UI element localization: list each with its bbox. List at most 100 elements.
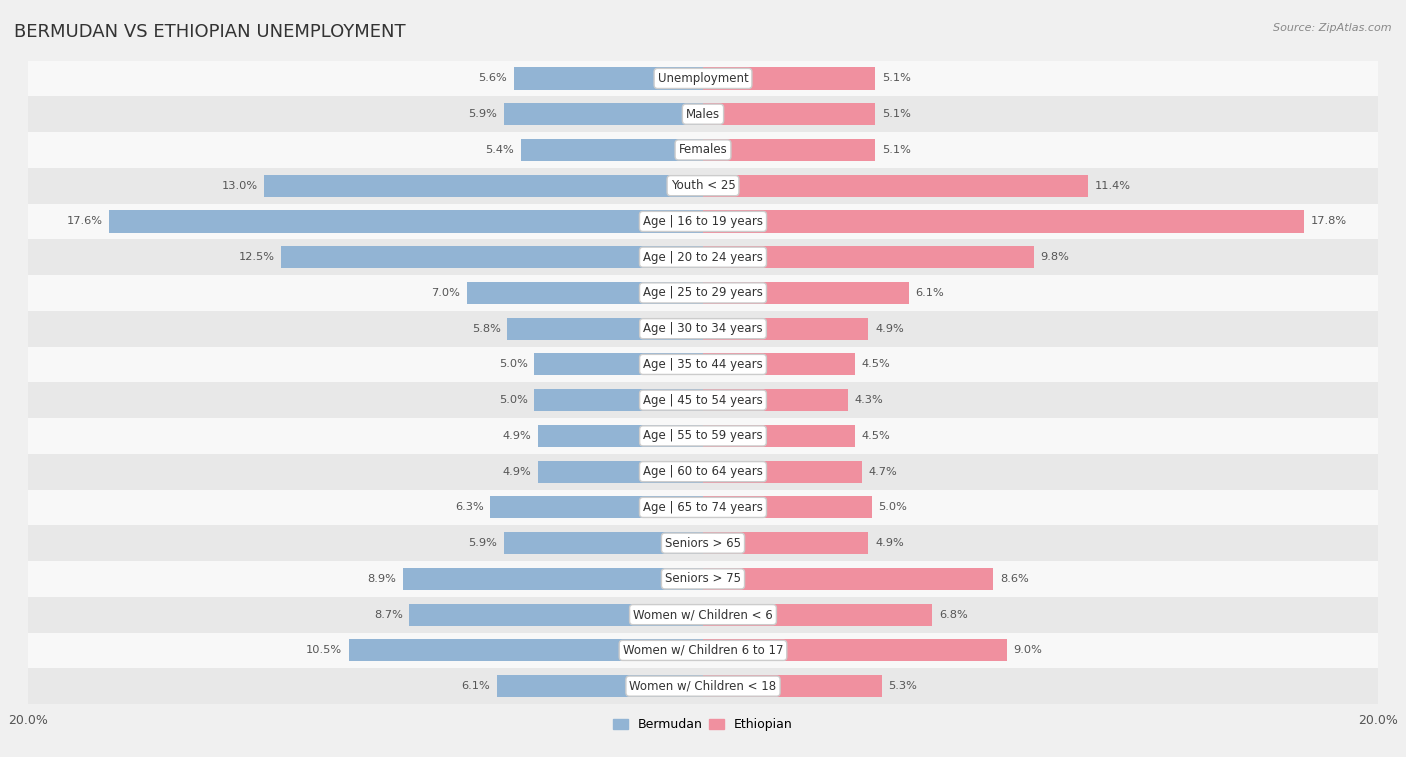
Bar [703,497,872,519]
Bar [28,61,1378,96]
Bar [28,382,1378,418]
Bar [28,525,1378,561]
Bar [703,246,1033,268]
Text: Unemployment: Unemployment [658,72,748,85]
Text: 7.0%: 7.0% [432,288,460,298]
Text: Women w/ Children < 6: Women w/ Children < 6 [633,608,773,621]
Bar [703,568,993,590]
Bar [110,210,703,232]
Text: 12.5%: 12.5% [239,252,274,262]
Text: 6.3%: 6.3% [456,503,484,512]
Text: 5.6%: 5.6% [478,73,508,83]
Text: 8.9%: 8.9% [367,574,396,584]
Text: 4.9%: 4.9% [502,466,531,477]
Text: 6.1%: 6.1% [915,288,945,298]
Text: 4.9%: 4.9% [502,431,531,441]
Bar [28,204,1378,239]
Bar [28,668,1378,704]
Bar [28,490,1378,525]
Bar [28,597,1378,633]
Bar [534,354,703,375]
Bar [28,275,1378,311]
Text: 5.1%: 5.1% [882,145,911,155]
Text: Seniors > 65: Seniors > 65 [665,537,741,550]
Bar [703,103,875,125]
Text: Age | 55 to 59 years: Age | 55 to 59 years [643,429,763,442]
Text: 6.1%: 6.1% [461,681,491,691]
Text: 8.7%: 8.7% [374,609,402,620]
Text: 5.8%: 5.8% [471,324,501,334]
Text: Age | 25 to 29 years: Age | 25 to 29 years [643,286,763,300]
Bar [703,640,1007,662]
Text: Age | 45 to 54 years: Age | 45 to 54 years [643,394,763,407]
Text: Women w/ Children < 18: Women w/ Children < 18 [630,680,776,693]
Bar [508,318,703,340]
Text: Age | 30 to 34 years: Age | 30 to 34 years [643,322,763,335]
Bar [703,139,875,161]
Bar [503,103,703,125]
Text: Females: Females [679,143,727,157]
Bar [28,453,1378,490]
Text: Age | 65 to 74 years: Age | 65 to 74 years [643,501,763,514]
Bar [534,389,703,411]
Bar [498,675,703,697]
Bar [467,282,703,304]
Bar [703,282,908,304]
Text: Women w/ Children 6 to 17: Women w/ Children 6 to 17 [623,644,783,657]
Bar [515,67,703,89]
Text: 5.3%: 5.3% [889,681,918,691]
Text: 8.6%: 8.6% [1000,574,1029,584]
Text: 5.0%: 5.0% [499,360,527,369]
Text: 17.8%: 17.8% [1310,217,1347,226]
Bar [409,603,703,626]
Text: 5.1%: 5.1% [882,73,911,83]
Text: 4.5%: 4.5% [862,360,890,369]
Text: Source: ZipAtlas.com: Source: ZipAtlas.com [1274,23,1392,33]
Text: 5.1%: 5.1% [882,109,911,119]
Text: 4.7%: 4.7% [869,466,897,477]
Text: 5.9%: 5.9% [468,109,498,119]
Bar [703,318,869,340]
Bar [28,96,1378,132]
Text: 5.9%: 5.9% [468,538,498,548]
Text: 4.3%: 4.3% [855,395,883,405]
Bar [537,460,703,483]
Text: 5.0%: 5.0% [499,395,527,405]
Bar [703,67,875,89]
Text: Males: Males [686,107,720,120]
Text: Youth < 25: Youth < 25 [671,179,735,192]
Text: 4.5%: 4.5% [862,431,890,441]
Text: 6.8%: 6.8% [939,609,967,620]
Text: Age | 16 to 19 years: Age | 16 to 19 years [643,215,763,228]
Legend: Bermudan, Ethiopian: Bermudan, Ethiopian [607,713,799,737]
Text: 5.0%: 5.0% [879,503,907,512]
Bar [402,568,703,590]
Bar [28,311,1378,347]
Bar [703,210,1303,232]
Text: BERMUDAN VS ETHIOPIAN UNEMPLOYMENT: BERMUDAN VS ETHIOPIAN UNEMPLOYMENT [14,23,406,41]
Bar [28,347,1378,382]
Bar [503,532,703,554]
Text: 11.4%: 11.4% [1094,181,1130,191]
Bar [264,175,703,197]
Text: 4.9%: 4.9% [875,324,904,334]
Bar [537,425,703,447]
Text: 9.8%: 9.8% [1040,252,1070,262]
Bar [703,603,932,626]
Bar [491,497,703,519]
Bar [703,389,848,411]
Text: 17.6%: 17.6% [66,217,103,226]
Text: 4.9%: 4.9% [875,538,904,548]
Bar [281,246,703,268]
Bar [703,532,869,554]
Bar [28,561,1378,597]
Text: 13.0%: 13.0% [222,181,257,191]
Bar [520,139,703,161]
Text: 5.4%: 5.4% [485,145,515,155]
Bar [28,239,1378,275]
Bar [703,175,1088,197]
Bar [703,354,855,375]
Bar [28,132,1378,168]
Bar [28,633,1378,668]
Bar [703,460,862,483]
